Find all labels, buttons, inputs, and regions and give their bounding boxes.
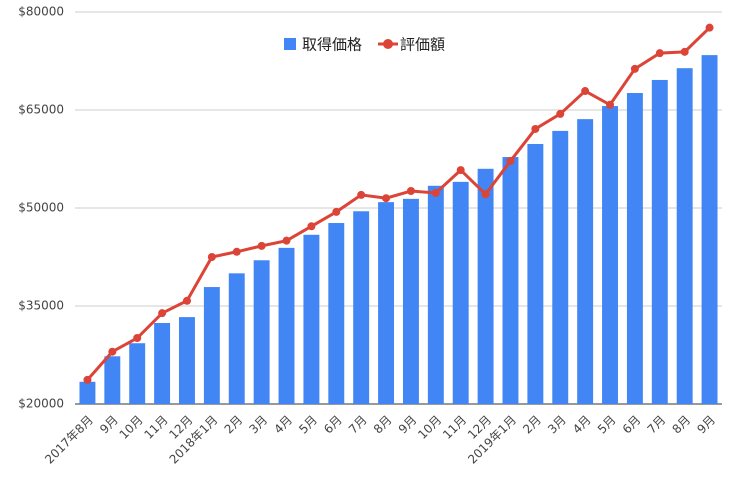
bar [154,322,171,404]
legend-swatch [284,38,296,50]
point [207,253,216,261]
point [382,194,391,203]
legend: 取得価格 評価額 [284,36,445,54]
y-tick-label: $65000 [18,103,64,117]
bar [402,198,419,404]
bar [602,106,618,404]
bar [79,381,96,404]
point [456,166,465,175]
bar [303,234,320,404]
point [232,247,241,256]
point [606,100,615,109]
bar [328,223,345,404]
point [481,190,490,199]
point [282,236,291,245]
point [556,109,565,118]
bar [179,317,195,404]
point [108,347,117,356]
x-tick-label: 11月 [440,413,469,442]
x-tick-label: 4月 [271,413,295,437]
point [357,190,366,199]
bar [452,181,469,404]
x-tick-label: 5月 [595,413,619,437]
point [182,296,191,305]
bar [701,55,718,405]
bar [104,356,121,404]
x-tick-label: 3月 [545,413,569,437]
x-tick-label: 2月 [222,413,246,437]
point [630,64,639,73]
x-tick-label: 7月 [645,413,669,437]
x-tick-label: 8月 [669,413,693,437]
bar [203,287,220,404]
line [86,26,711,381]
y-tick-label: $50000 [18,201,64,215]
point [406,187,415,196]
point [581,87,590,96]
bar [502,157,519,404]
bar [676,68,693,404]
x-tick-label: 2017年8月 [42,413,96,467]
bar [228,273,245,404]
point [431,188,440,197]
point [655,49,664,58]
bar [577,119,594,404]
point [332,207,341,216]
legend-label: 取得価格 [302,36,362,54]
bar [427,185,444,404]
point [705,23,714,32]
x-tick-label: 11月 [142,413,171,442]
point [307,222,316,231]
bar [552,130,569,404]
bar [129,343,146,404]
x-tick-label: 9月 [694,413,718,437]
x-tick-label: 10月 [117,413,146,442]
bar [626,93,643,404]
y-tick-label: $20000 [18,397,64,411]
bar [527,143,544,404]
point [531,124,540,133]
bar [651,79,668,405]
x-tick-label: 6月 [620,413,644,437]
legend-label: 評価額 [400,36,445,54]
x-tick-label: 5月 [296,413,320,437]
point [158,309,167,318]
x-tick-label: 10月 [415,413,444,442]
x-tick-label: 3月 [246,413,270,437]
bar [278,247,295,404]
y-tick-label: $80000 [18,5,64,19]
x-tick-label: 2月 [520,413,544,437]
point [133,334,142,343]
bar [477,168,494,404]
point [257,241,266,250]
x-tick-label: 7月 [346,413,370,437]
bar [253,260,270,404]
point [680,47,689,56]
x-tick-label: 6月 [321,413,345,437]
y-tick-label: $35000 [18,299,64,313]
x-tick-label: 8月 [371,413,395,437]
point [506,156,515,165]
x-tick-label: 4月 [570,413,594,437]
legend-swatch [383,39,394,49]
bar [353,211,370,404]
bar [378,202,395,404]
point [83,375,92,384]
